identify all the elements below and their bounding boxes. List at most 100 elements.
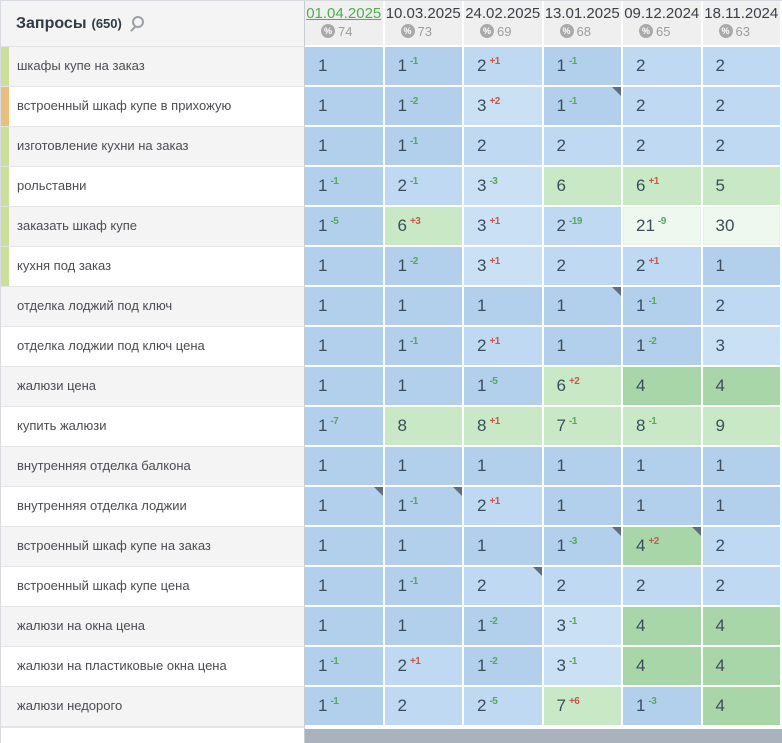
position-cell[interactable]: 1 -3 xyxy=(623,687,703,727)
position-cell[interactable]: 1 xyxy=(384,607,464,647)
keyword-label-cell[interactable]: встроенный шкаф купе в прихожую xyxy=(1,87,305,127)
keyword-label-cell[interactable]: встроенный шкаф купе цена xyxy=(1,567,305,607)
position-cell[interactable]: 1 xyxy=(702,247,782,287)
position-cell[interactable]: 2 xyxy=(384,687,464,727)
position-cell[interactable]: 1 xyxy=(384,527,464,567)
position-cell[interactable]: 3 -3 xyxy=(464,167,544,207)
position-cell[interactable]: 2 -5 xyxy=(464,687,544,727)
position-cell[interactable]: 9 xyxy=(702,407,782,447)
position-cell[interactable]: 1 xyxy=(623,487,703,527)
position-cell[interactable]: 1 -1 xyxy=(305,687,385,727)
position-cell[interactable]: 2 xyxy=(543,567,623,607)
position-cell[interactable]: 7 +6 xyxy=(543,687,623,727)
position-cell[interactable]: 2 +1 xyxy=(623,247,703,287)
position-cell[interactable]: 1 xyxy=(305,527,385,567)
position-cell[interactable]: 1 xyxy=(464,527,544,567)
position-cell[interactable]: 1 -1 xyxy=(384,567,464,607)
position-cell[interactable]: 4 xyxy=(623,607,703,647)
position-cell[interactable]: 8 xyxy=(384,407,464,447)
position-cell[interactable]: 1 -5 xyxy=(305,207,385,247)
position-cell[interactable]: 30 xyxy=(702,207,782,247)
position-cell[interactable]: 1 -2 xyxy=(464,647,544,687)
position-cell[interactable]: 1 xyxy=(702,447,782,487)
position-cell[interactable]: 1 xyxy=(464,287,544,327)
position-cell[interactable]: 2 +1 xyxy=(464,327,544,367)
position-cell[interactable]: 1 xyxy=(543,287,623,327)
position-cell[interactable]: 1 xyxy=(305,607,385,647)
position-cell[interactable]: 8 +1 xyxy=(464,407,544,447)
position-cell[interactable]: 1 xyxy=(384,367,464,407)
position-cell[interactable]: 1 -2 xyxy=(384,247,464,287)
position-cell[interactable]: 6 +3 xyxy=(384,207,464,247)
keyword-label-cell[interactable]: жалюзи на пластиковые окна цена xyxy=(1,647,305,687)
position-cell[interactable]: 1 -2 xyxy=(623,327,703,367)
keyword-label-cell[interactable]: внутренняя отделка лоджии xyxy=(1,487,305,527)
position-cell[interactable]: 3 -1 xyxy=(543,607,623,647)
position-cell[interactable]: 5 xyxy=(702,167,782,207)
position-cell[interactable]: 1 -1 xyxy=(384,47,464,87)
position-cell[interactable]: 4 xyxy=(623,647,703,687)
keyword-label-cell[interactable]: кухня под заказ xyxy=(1,247,305,287)
position-cell[interactable]: 2 xyxy=(543,127,623,167)
keyword-label-cell[interactable]: изготовление кухни на заказ xyxy=(1,127,305,167)
position-cell[interactable]: 1 xyxy=(543,447,623,487)
position-cell[interactable]: 7 -1 xyxy=(543,407,623,447)
position-cell[interactable]: 2 xyxy=(702,287,782,327)
position-cell[interactable]: 1 xyxy=(305,247,385,287)
position-cell[interactable]: 1 -7 xyxy=(305,407,385,447)
date-column-header-09.12.2024[interactable]: 09.12.2024% 65 xyxy=(623,1,703,47)
position-cell[interactable]: 4 xyxy=(702,647,782,687)
date-column-header-01.04.2025[interactable]: 01.04.2025% 74 xyxy=(305,1,385,47)
position-cell[interactable]: 4 xyxy=(623,367,703,407)
position-cell[interactable]: 1 xyxy=(384,287,464,327)
position-cell[interactable]: 2 xyxy=(623,87,703,127)
keyword-label-cell[interactable]: купить жалюзи xyxy=(1,407,305,447)
position-cell[interactable]: 2 +1 xyxy=(464,47,544,87)
position-cell[interactable]: 3 +1 xyxy=(464,207,544,247)
keyword-label-cell[interactable]: отделка лоджий под ключ xyxy=(1,287,305,327)
position-cell[interactable]: 6 xyxy=(543,167,623,207)
position-cell[interactable]: 4 xyxy=(702,687,782,727)
position-cell[interactable]: 1 xyxy=(623,447,703,487)
date-column-header-18.11.2024[interactable]: 18.11.2024% 63 xyxy=(702,1,782,47)
keyword-label-cell[interactable]: жалюзи цена xyxy=(1,367,305,407)
position-cell[interactable]: 1 -1 xyxy=(543,87,623,127)
keyword-label-cell[interactable]: жалюзи недорого xyxy=(1,687,305,727)
position-cell[interactable]: 1 xyxy=(384,447,464,487)
position-cell[interactable]: 1 xyxy=(543,487,623,527)
position-cell[interactable]: 21 -9 xyxy=(623,207,703,247)
position-cell[interactable]: 1 -2 xyxy=(384,87,464,127)
position-cell[interactable]: 1 -5 xyxy=(464,367,544,407)
position-cell[interactable]: 2 xyxy=(702,567,782,607)
keyword-label-cell[interactable]: встроенный шкаф купе на заказ xyxy=(1,527,305,567)
position-cell[interactable]: 1 xyxy=(702,487,782,527)
position-cell[interactable]: 2 xyxy=(702,127,782,167)
position-cell[interactable]: 1 xyxy=(305,87,385,127)
position-cell[interactable]: 2 +1 xyxy=(384,647,464,687)
position-cell[interactable]: 1 xyxy=(305,47,385,87)
position-cell[interactable]: 8 -1 xyxy=(623,407,703,447)
position-cell[interactable]: 1 -1 xyxy=(384,327,464,367)
position-cell[interactable]: 1 xyxy=(305,287,385,327)
position-cell[interactable]: 1 -1 xyxy=(384,487,464,527)
keyword-label-cell[interactable]: внутренняя отделка балкона xyxy=(1,447,305,487)
position-cell[interactable]: 1 -1 xyxy=(305,167,385,207)
keyword-label-cell[interactable]: шкафы купе на заказ xyxy=(1,47,305,87)
position-cell[interactable]: 4 xyxy=(702,607,782,647)
position-cell[interactable]: 6 +2 xyxy=(543,367,623,407)
date-column-header-24.02.2025[interactable]: 24.02.2025% 69 xyxy=(464,1,544,47)
keyword-label-cell[interactable]: заказать шкаф купе xyxy=(1,207,305,247)
position-cell[interactable]: 1 xyxy=(305,567,385,607)
position-cell[interactable]: 1 -2 xyxy=(464,607,544,647)
keyword-label-cell[interactable]: рольставни xyxy=(1,167,305,207)
position-cell[interactable]: 2 xyxy=(543,247,623,287)
position-cell[interactable]: 1 -1 xyxy=(543,47,623,87)
date-column-header-13.01.2025[interactable]: 13.01.2025% 68 xyxy=(543,1,623,47)
position-cell[interactable]: 3 +2 xyxy=(464,87,544,127)
position-cell[interactable]: 2 xyxy=(464,127,544,167)
position-cell[interactable]: 6 +1 xyxy=(623,167,703,207)
position-cell[interactable]: 1 xyxy=(305,447,385,487)
position-cell[interactable]: 2 xyxy=(464,567,544,607)
position-cell[interactable]: 1 -3 xyxy=(543,527,623,567)
position-cell[interactable]: 2 +1 xyxy=(464,487,544,527)
